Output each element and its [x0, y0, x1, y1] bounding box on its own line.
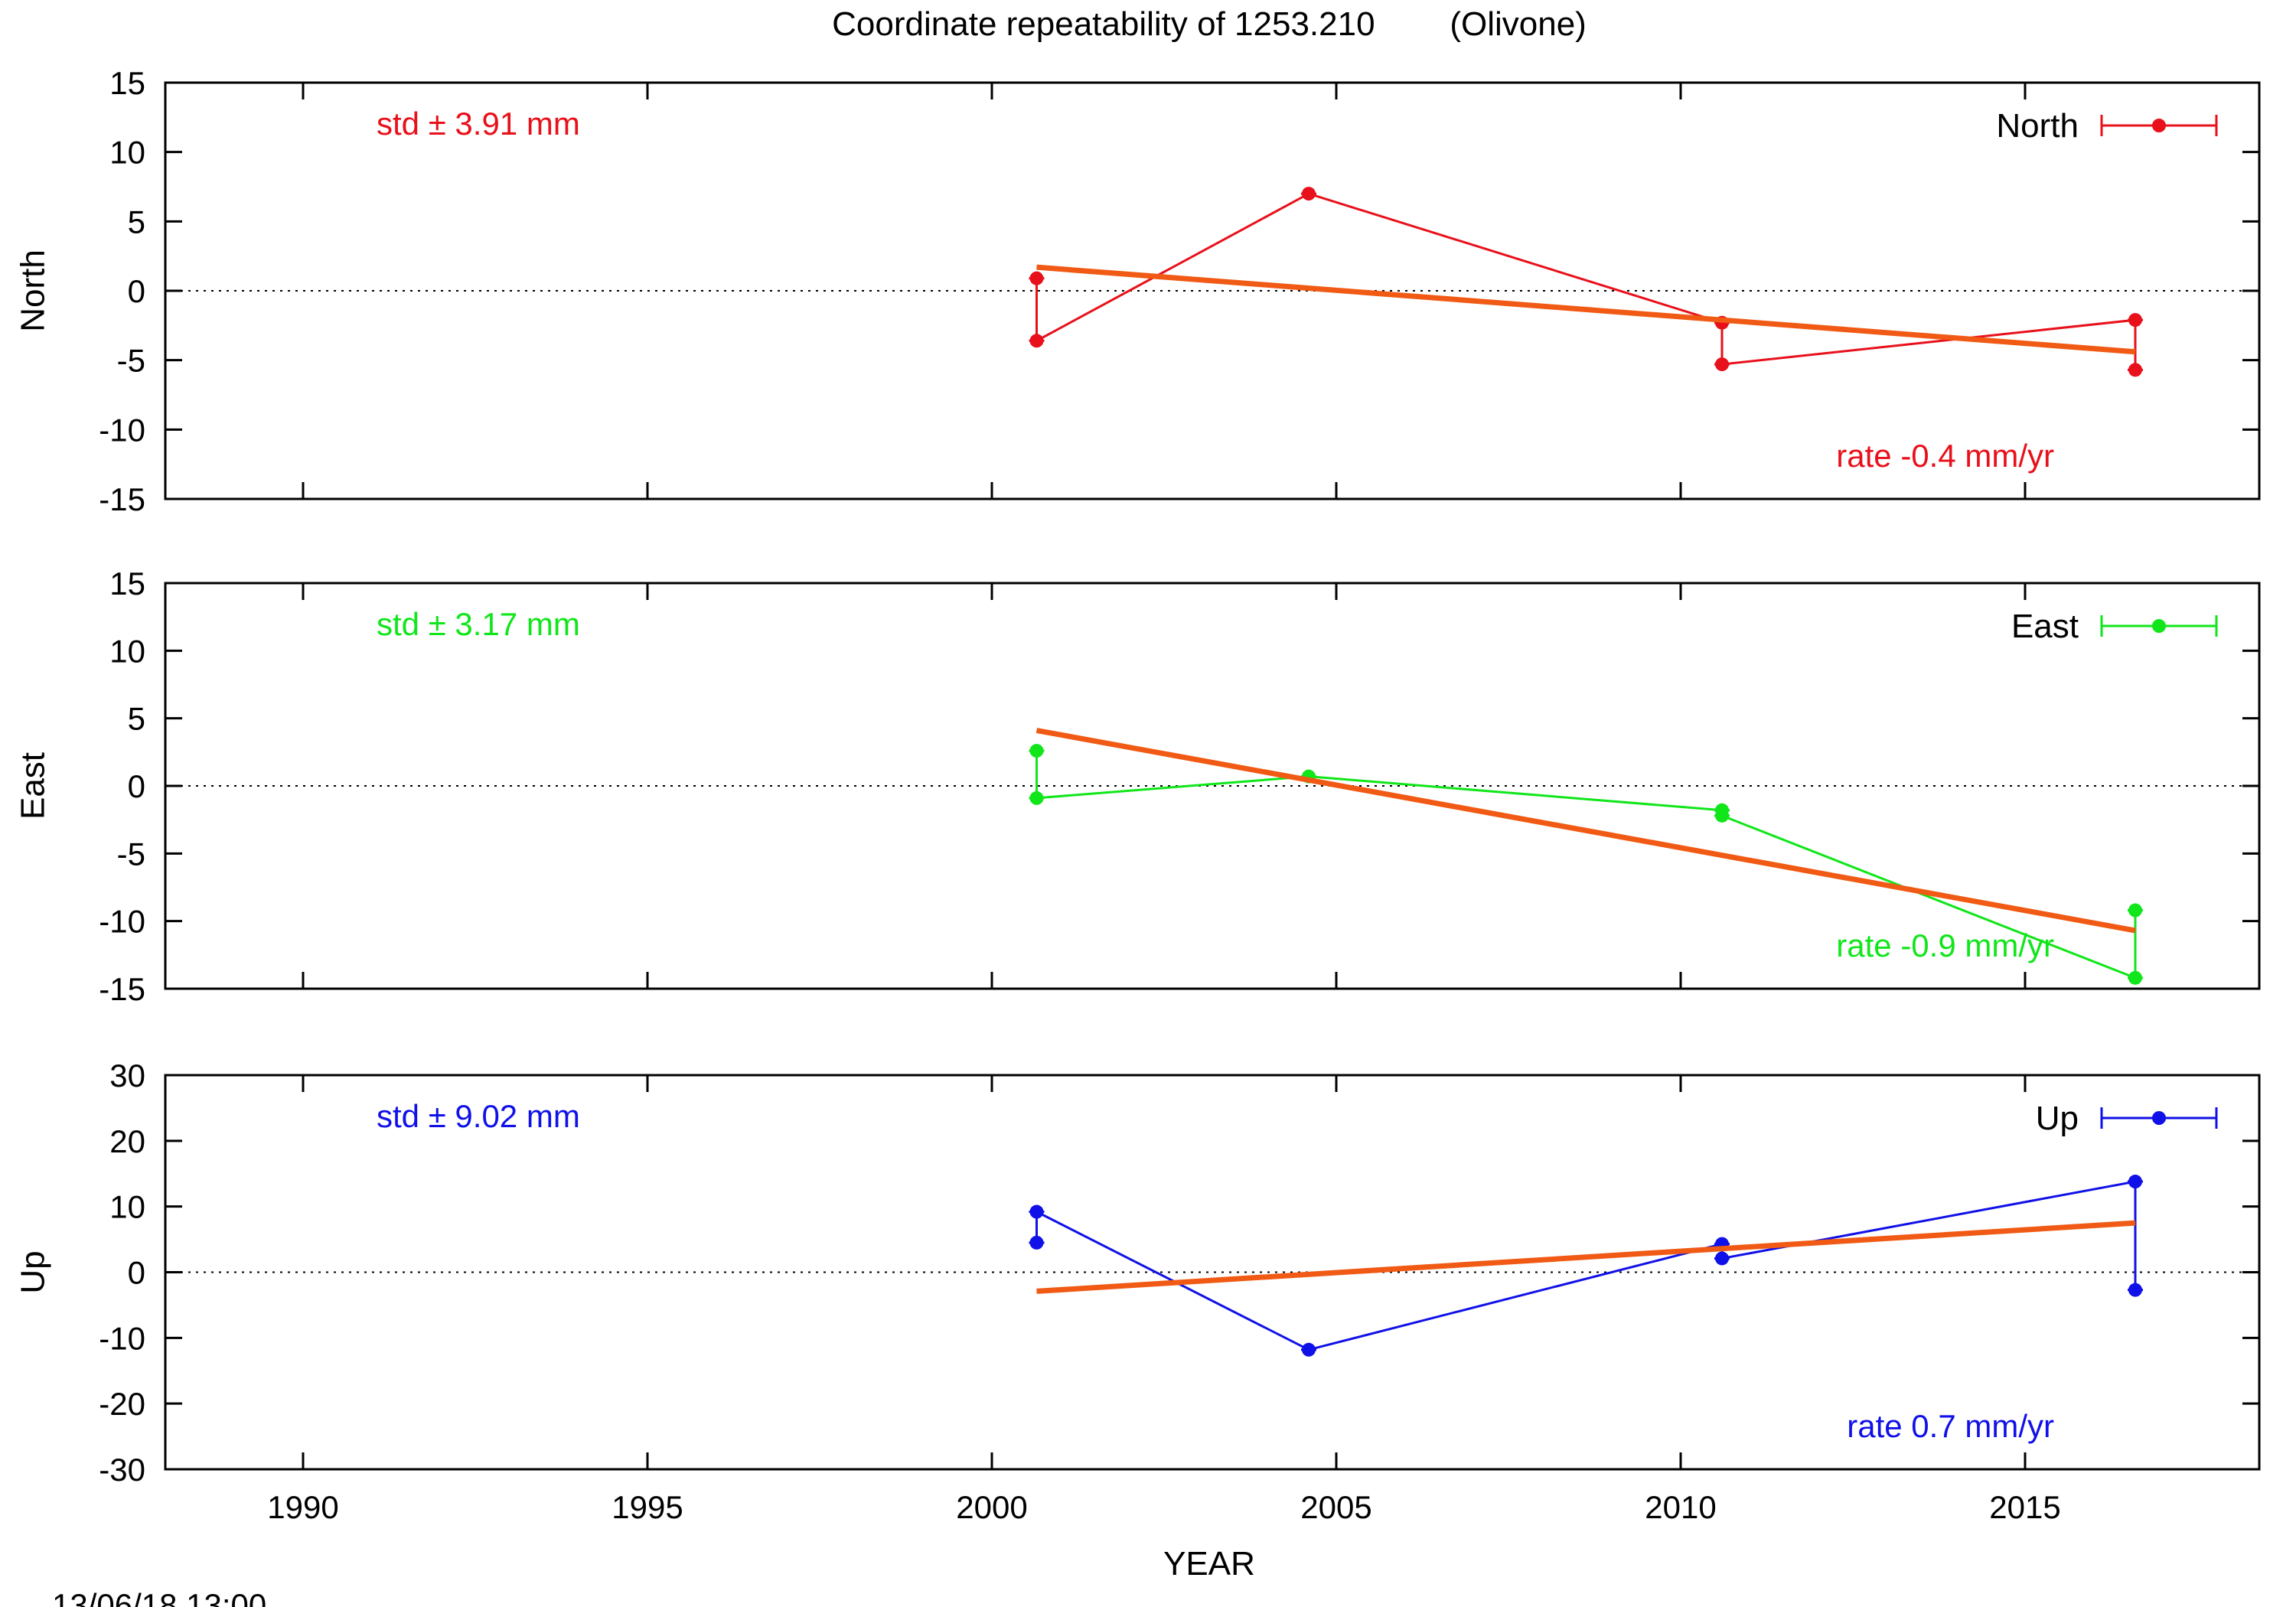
- data-point: [2128, 970, 2142, 985]
- legend-label: Up: [2036, 1100, 2079, 1137]
- trend-line: [1036, 264, 2136, 355]
- data-point: [1029, 790, 1044, 805]
- std-annotation: std ± 3.17 mm: [377, 606, 580, 642]
- y-tick-label: 0: [128, 768, 145, 804]
- x-tick-label: 2010: [1645, 1489, 1716, 1525]
- y-tick-label: 0: [128, 1255, 145, 1291]
- data-point: [1302, 187, 1316, 201]
- y-tick-label: -20: [99, 1386, 145, 1422]
- y-tick-label: 20: [109, 1123, 145, 1159]
- data-point: [1302, 1342, 1316, 1357]
- y-tick-label: -15: [99, 481, 145, 517]
- trend-line: [1036, 1220, 2136, 1294]
- timestamp: 13/06/18 13:00: [52, 1587, 266, 1607]
- rate-annotation: rate 0.7 mm/yr: [1847, 1408, 2054, 1444]
- y-tick-label: -10: [99, 1320, 145, 1356]
- chart-title: Coordinate repeatability of 1253.210 (Ol…: [832, 5, 1587, 43]
- data-point: [1029, 744, 1044, 758]
- panel-east: 15 10 5 0 -5 -10 -15 East std ± 3.17 mm rate -0.9…: [14, 566, 2261, 1007]
- y-tick-label: 10: [109, 633, 145, 669]
- data-point: [1715, 1251, 1729, 1266]
- rate-annotation: rate -0.4 mm/yr: [1836, 438, 2054, 474]
- data-point: [1029, 334, 1044, 348]
- y-tick-label: 10: [109, 1189, 145, 1225]
- chart-panels: 15 10 5 0 -5 -10 -15 North std ± 3.91 mm rate -0.…: [14, 65, 2261, 1525]
- legend-label: North: [1996, 107, 2079, 145]
- data-point: [2128, 903, 2142, 918]
- trend-line: [1035, 728, 2136, 934]
- y-tick-label: 10: [109, 135, 145, 171]
- y-tick-label: -5: [117, 836, 145, 872]
- std-annotation: std ± 3.91 mm: [377, 106, 580, 142]
- x-tick-label: 1995: [612, 1489, 683, 1525]
- y-tick-label: 5: [128, 204, 145, 240]
- data-point: [1715, 808, 1729, 823]
- y-axis-label: North: [14, 249, 51, 332]
- x-tick-label: 2005: [1300, 1489, 1371, 1525]
- panel-north: 15 10 5 0 -5 -10 -15 North std ± 3.91 mm rate -0.…: [14, 65, 2261, 517]
- data-point: [1715, 357, 1729, 372]
- series-line-up: [1035, 1180, 2137, 1351]
- x-axis-label: YEAR: [1163, 1545, 1255, 1583]
- x-tick-label: 1990: [267, 1489, 338, 1525]
- legend-marker: [2152, 1111, 2166, 1125]
- rate-annotation: rate -0.9 mm/yr: [1836, 927, 2054, 963]
- legend-marker: [2152, 619, 2166, 633]
- data-point: [2128, 363, 2142, 377]
- y-tick-label: -10: [99, 904, 145, 940]
- legend-marker: [2152, 119, 2166, 132]
- y-tick-label: -30: [99, 1452, 145, 1488]
- legend-label: East: [2011, 608, 2079, 645]
- y-tick-label: -15: [99, 971, 145, 1007]
- data-point: [2128, 313, 2142, 328]
- x-tick-label: 2015: [1989, 1489, 2060, 1525]
- y-axis-label: Up: [14, 1250, 51, 1293]
- data-point: [1029, 1235, 1044, 1250]
- data-point: [1029, 271, 1044, 285]
- x-tick-label: 2000: [956, 1489, 1027, 1525]
- data-point: [1029, 1204, 1044, 1219]
- y-tick-label: -5: [117, 343, 145, 379]
- std-annotation: std ± 9.02 mm: [377, 1098, 580, 1134]
- y-tick-label: -10: [99, 412, 145, 448]
- y-tick-label: 15: [109, 65, 145, 101]
- data-point: [2128, 1175, 2142, 1189]
- y-tick-label: 5: [128, 701, 145, 737]
- y-tick-label: 0: [128, 273, 145, 309]
- y-tick-label: 15: [109, 566, 145, 601]
- data-point: [2128, 1283, 2142, 1297]
- y-tick-label: 30: [109, 1058, 145, 1094]
- y-axis-label: East: [14, 752, 51, 820]
